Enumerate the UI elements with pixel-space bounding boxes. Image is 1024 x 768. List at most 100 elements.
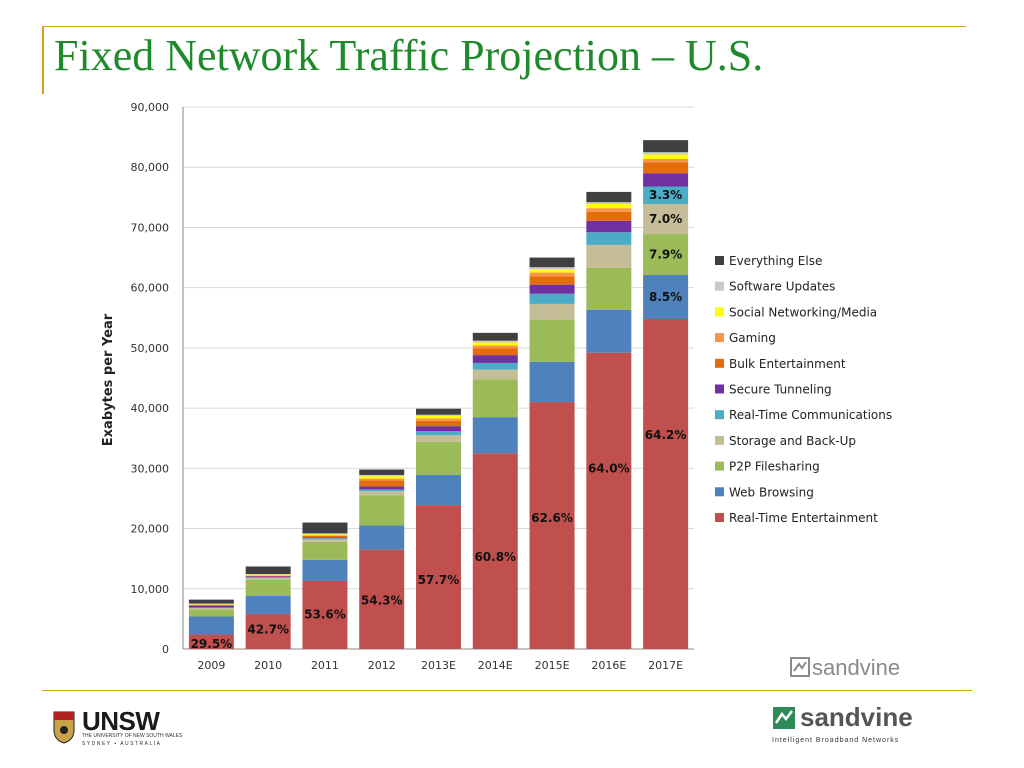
bar-segment <box>302 580 348 649</box>
bar-segment <box>359 478 405 481</box>
bar-segment <box>586 211 632 221</box>
bar-segment <box>586 232 632 245</box>
legend-entry: Real-Time Communications <box>729 408 892 422</box>
bar-segment <box>245 574 291 575</box>
bar-segment <box>586 244 632 268</box>
legend-entry: Software Updates <box>729 280 835 294</box>
bar-segment <box>188 603 234 605</box>
bar-segment <box>529 272 575 277</box>
data-label: 29.5% <box>191 637 233 651</box>
y-tick-label: 90,000 <box>131 101 170 114</box>
sandvine-watermark: sandvine <box>812 655 901 680</box>
bar-segment <box>359 525 405 550</box>
stacked-bar-chart: 0 10,000 20,000 30,000 40,000 50,000 60,000 70,… <box>101 101 892 672</box>
bar-segment <box>643 154 689 159</box>
data-label: 64.0% <box>588 462 630 476</box>
bar-segment <box>359 476 405 479</box>
sandvine-logo-icon <box>773 707 795 729</box>
legend-entry: Bulk Entertainment <box>729 357 846 371</box>
bar-segment <box>302 533 348 535</box>
bar-segment <box>416 415 461 419</box>
bar-segment <box>188 634 234 649</box>
bar-segment <box>416 430 461 436</box>
bar-segment <box>643 318 689 649</box>
slide-title: Fixed Network Traffic Projection – U.S. <box>54 31 764 80</box>
y-tick-label: 60,000 <box>131 282 170 295</box>
bar-segment <box>472 379 518 418</box>
unsw-logo-line1: THE UNIVERSITY OF NEW SOUTH WALES <box>82 733 183 739</box>
bar-segment <box>529 303 575 320</box>
bar-segment <box>359 469 405 475</box>
bar-segment <box>245 575 291 577</box>
bar-segment <box>245 596 291 615</box>
bar-segment <box>472 342 518 346</box>
bar-segment <box>643 162 689 174</box>
bar-segment <box>302 535 348 536</box>
y-tick-label: 40,000 <box>131 402 170 415</box>
legend-swatch <box>715 281 724 291</box>
x-tick-label: 2014E <box>478 659 513 672</box>
bar-segment <box>643 234 689 276</box>
bar-segment <box>188 605 234 606</box>
bar-segment <box>529 267 575 269</box>
bar-segment <box>586 220 632 233</box>
bar-segment <box>529 257 575 268</box>
bar-segment <box>643 158 689 163</box>
bar-segment <box>302 537 348 539</box>
bar-segment <box>643 186 689 204</box>
bar-segment <box>359 491 405 496</box>
legend-swatch <box>715 333 724 343</box>
bar-segment <box>188 607 234 609</box>
bar-segment <box>302 538 348 540</box>
bar-segment <box>302 559 348 581</box>
bar-segment <box>359 474 405 477</box>
legend-entry: Web Browsing <box>729 485 814 499</box>
legend-entry: P2P Filesharing <box>729 460 820 474</box>
data-label: 60.8% <box>474 550 516 564</box>
bar-segment <box>586 191 632 203</box>
bar-segment <box>529 319 575 362</box>
y-tick-label: 0 <box>162 643 169 656</box>
legend-entry: Everything Else <box>729 254 822 268</box>
bar-segment <box>416 505 461 649</box>
sandvine-logo: sandvine <box>800 702 913 732</box>
bar-segment <box>472 362 518 370</box>
legend-swatch <box>715 461 724 471</box>
bar-segment <box>472 355 518 363</box>
bar-segment <box>472 332 518 341</box>
bar-segment <box>245 576 291 578</box>
bar-segment <box>529 284 575 294</box>
unsw-logo-line2: SYDNEY • AUSTRALIA <box>82 741 162 747</box>
bar-segment <box>472 417 518 454</box>
bar-segment <box>359 480 405 487</box>
bar-segment <box>188 605 234 608</box>
bar-segment <box>529 276 575 285</box>
legend-swatch <box>715 513 724 522</box>
top-rule <box>42 26 966 27</box>
legend-swatch <box>715 358 724 368</box>
bar-segment <box>302 539 348 542</box>
x-tick-label: 2011 <box>311 659 339 672</box>
x-tick-label: 2015E <box>535 659 570 672</box>
y-tick-label: 50,000 <box>131 342 170 355</box>
x-tick-label: 2010 <box>254 659 282 672</box>
bar-segment <box>302 541 348 560</box>
data-label: 53.6% <box>304 607 346 621</box>
data-label: 42.7% <box>247 622 289 636</box>
bar-segment <box>472 369 518 380</box>
y-tick-label: 30,000 <box>131 462 170 475</box>
y-tick-label: 20,000 <box>131 523 170 536</box>
bar-segment <box>586 203 632 209</box>
bar-segment <box>416 426 461 431</box>
unsw-logo: UNSW <box>82 706 160 736</box>
legend-swatch <box>715 487 724 497</box>
bar-segment <box>416 420 461 427</box>
bar-segment <box>529 402 575 649</box>
bar-segment <box>586 208 632 212</box>
bar-segment <box>359 486 405 490</box>
sandvine-tagline: Intelligent Broadband Networks <box>772 737 900 744</box>
legend-swatch <box>715 410 724 420</box>
y-axis-label: Exabytes per Year <box>101 313 116 446</box>
data-label: 57.7% <box>418 573 460 587</box>
bar-segment <box>529 293 575 304</box>
